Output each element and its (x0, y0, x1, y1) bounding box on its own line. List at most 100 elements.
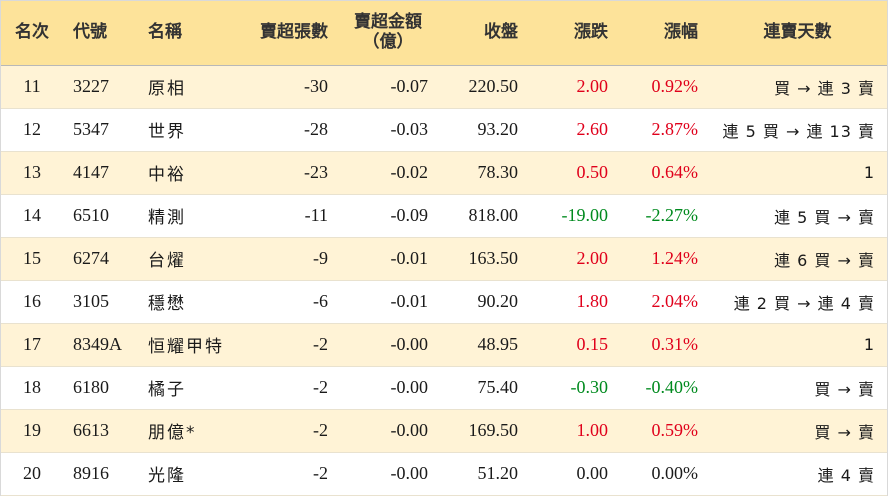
table-row[interactable]: 16 3105 穩懋 -6 -0.01 90.20 1.80 2.04% 連 2 買 → 連 4… (1, 280, 887, 324)
code-cell: 6274 (63, 237, 138, 281)
name-cell: 光隆 (138, 452, 228, 496)
header-close[interactable]: 收盤 (438, 1, 528, 66)
close-cell: 90.20 (438, 280, 528, 324)
close-cell: 163.50 (438, 237, 528, 281)
pct-cell: 2.87% (618, 108, 708, 152)
rank-cell: 16 (1, 280, 63, 324)
table-row[interactable]: 15 6274 台燿 -9 -0.01 163.50 2.00 1.24% 連 6 買 → 賣 (1, 237, 887, 281)
header-code[interactable]: 代號 (63, 1, 138, 66)
name-cell: 精測 (138, 194, 228, 238)
net-lots-cell: -9 (228, 237, 338, 281)
close-cell: 93.20 (438, 108, 528, 152)
pct-cell: 0.59% (618, 409, 708, 453)
pct-cell: -2.27% (618, 194, 708, 238)
header-net-amount[interactable]: 賣超金額 （億） (338, 1, 438, 66)
close-cell: 48.95 (438, 323, 528, 367)
table-body: 11 3227 原相 -30 -0.07 220.50 2.00 0.92% 買 → 連 3 賣… (1, 65, 887, 496)
table-row[interactable]: 12 5347 世界 -28 -0.03 93.20 2.60 2.87% 連 5 買 → 連 … (1, 108, 887, 152)
name-cell: 原相 (138, 65, 228, 109)
table-row[interactable]: 19 6613 朋億* -2 -0.00 169.50 1.00 0.59% 買 → 賣 (1, 409, 887, 453)
net-lots-cell: -30 (228, 65, 338, 109)
net-lots-cell: -2 (228, 323, 338, 367)
change-cell: 0.15 (528, 323, 618, 367)
net-lots-cell: -6 (228, 280, 338, 324)
streak-cell: 1 (708, 323, 887, 367)
header-name[interactable]: 名稱 (138, 1, 228, 66)
change-cell: -0.30 (528, 366, 618, 410)
code-cell: 6510 (63, 194, 138, 238)
header-change[interactable]: 漲跌 (528, 1, 618, 66)
name-cell: 恒耀甲特 (138, 323, 228, 367)
streak-cell: 連 5 買 → 賣 (708, 194, 887, 238)
name-cell: 台燿 (138, 237, 228, 281)
table-row[interactable]: 11 3227 原相 -30 -0.07 220.50 2.00 0.92% 買 → 連 3 賣 (1, 65, 887, 109)
pct-cell: 0.00% (618, 452, 708, 496)
change-cell: 0.50 (528, 151, 618, 195)
streak-cell: 1 (708, 151, 887, 195)
change-cell: 2.00 (528, 65, 618, 109)
code-cell: 6613 (63, 409, 138, 453)
net-amount-cell: -0.00 (338, 366, 438, 410)
net-lots-cell: -2 (228, 366, 338, 410)
net-amount-cell: -0.09 (338, 194, 438, 238)
table-row[interactable]: 20 8916 光隆 -2 -0.00 51.20 0.00 0.00% 連 4 賣 (1, 452, 887, 496)
pct-cell: 0.31% (618, 323, 708, 367)
rank-cell: 17 (1, 323, 63, 367)
streak-cell: 買 → 賣 (708, 366, 887, 410)
close-cell: 78.30 (438, 151, 528, 195)
streak-cell: 買 → 連 3 賣 (708, 65, 887, 109)
streak-cell: 連 5 買 → 連 13 賣 (708, 108, 887, 152)
code-cell: 3227 (63, 65, 138, 109)
net-lots-cell: -28 (228, 108, 338, 152)
net-lots-cell: -23 (228, 151, 338, 195)
table-row[interactable]: 18 6180 橘子 -2 -0.00 75.40 -0.30 -0.40% 買 → 賣 (1, 366, 887, 410)
streak-cell: 連 2 買 → 連 4 賣 (708, 280, 887, 324)
net-amount-cell: -0.00 (338, 452, 438, 496)
change-cell: -19.00 (528, 194, 618, 238)
pct-cell: 0.64% (618, 151, 708, 195)
rank-cell: 20 (1, 452, 63, 496)
header-rank[interactable]: 名次 (1, 1, 63, 66)
name-cell: 橘子 (138, 366, 228, 410)
pct-cell: 2.04% (618, 280, 708, 324)
table-row[interactable]: 13 4147 中裕 -23 -0.02 78.30 0.50 0.64% 1 (1, 151, 887, 195)
change-cell: 0.00 (528, 452, 618, 496)
net-lots-cell: -11 (228, 194, 338, 238)
code-cell: 3105 (63, 280, 138, 324)
net-amount-cell: -0.01 (338, 280, 438, 324)
pct-cell: 1.24% (618, 237, 708, 281)
code-cell: 5347 (63, 108, 138, 152)
close-cell: 818.00 (438, 194, 528, 238)
code-cell: 8916 (63, 452, 138, 496)
rank-cell: 14 (1, 194, 63, 238)
header-net-amount-line1: 賣超金額 (354, 12, 422, 33)
rank-cell: 19 (1, 409, 63, 453)
header-pct[interactable]: 漲幅 (618, 1, 708, 66)
streak-cell: 買 → 賣 (708, 409, 887, 453)
net-lots-cell: -2 (228, 452, 338, 496)
close-cell: 169.50 (438, 409, 528, 453)
close-cell: 51.20 (438, 452, 528, 496)
name-cell: 朋億* (138, 409, 228, 453)
code-cell: 6180 (63, 366, 138, 410)
name-cell: 世界 (138, 108, 228, 152)
net-amount-cell: -0.02 (338, 151, 438, 195)
pct-cell: -0.40% (618, 366, 708, 410)
change-cell: 2.60 (528, 108, 618, 152)
net-amount-cell: -0.07 (338, 65, 438, 109)
name-cell: 穩懋 (138, 280, 228, 324)
net-lots-cell: -2 (228, 409, 338, 453)
header-row: 名次 代號 名稱 賣超張數 賣超金額 （億） 收盤 漲跌 漲幅 連賣天數 (1, 1, 887, 66)
table-row[interactable]: 17 8349A 恒耀甲特 -2 -0.00 48.95 0.15 0.31% 1 (1, 323, 887, 367)
net-amount-cell: -0.03 (338, 108, 438, 152)
net-amount-cell: -0.00 (338, 323, 438, 367)
header-net-lots[interactable]: 賣超張數 (228, 1, 338, 66)
table-row[interactable]: 14 6510 精測 -11 -0.09 818.00 -19.00 -2.27% 連 5 買 … (1, 194, 887, 238)
streak-cell: 連 4 賣 (708, 452, 887, 496)
code-cell: 8349A (63, 323, 138, 367)
header-streak[interactable]: 連賣天數 (708, 1, 887, 66)
header-net-amount-unit: （億） (362, 31, 414, 52)
rank-cell: 13 (1, 151, 63, 195)
